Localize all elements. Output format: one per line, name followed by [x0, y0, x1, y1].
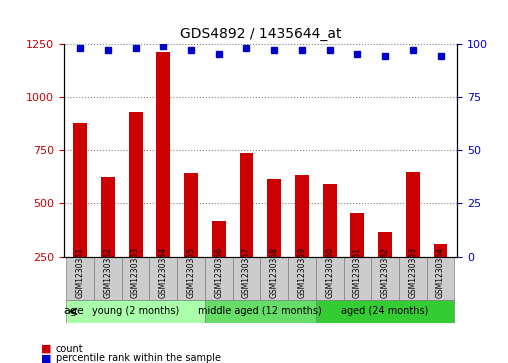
FancyBboxPatch shape	[316, 300, 455, 323]
Text: GSM1230359: GSM1230359	[298, 247, 306, 298]
Bar	[212, 221, 226, 310]
Text: GSM1230356: GSM1230356	[214, 247, 223, 298]
Bar	[184, 174, 198, 310]
Text: young (2 months): young (2 months)	[92, 306, 179, 317]
Bar	[129, 112, 143, 310]
FancyBboxPatch shape	[177, 257, 205, 300]
Bar	[73, 123, 87, 310]
Text: GSM1230351: GSM1230351	[76, 248, 85, 298]
Text: middle aged (12 months): middle aged (12 months)	[199, 306, 322, 317]
FancyBboxPatch shape	[371, 257, 399, 300]
Text: GSM1230354: GSM1230354	[159, 247, 168, 298]
FancyBboxPatch shape	[205, 257, 233, 300]
Bar	[406, 172, 420, 310]
FancyBboxPatch shape	[149, 257, 177, 300]
Text: GSM1230362: GSM1230362	[380, 248, 390, 298]
Text: count: count	[56, 344, 83, 354]
FancyBboxPatch shape	[427, 257, 455, 300]
Text: GSM1230352: GSM1230352	[103, 248, 112, 298]
FancyBboxPatch shape	[399, 257, 427, 300]
FancyBboxPatch shape	[66, 300, 205, 323]
Text: GSM1230357: GSM1230357	[242, 247, 251, 298]
FancyBboxPatch shape	[288, 257, 316, 300]
Text: GSM1230358: GSM1230358	[270, 248, 279, 298]
Text: aged (24 months): aged (24 months)	[341, 306, 429, 317]
FancyBboxPatch shape	[122, 257, 149, 300]
Bar	[101, 177, 115, 310]
Text: age: age	[64, 306, 84, 317]
FancyBboxPatch shape	[205, 300, 316, 323]
Bar	[378, 232, 392, 310]
Bar	[323, 184, 337, 310]
FancyBboxPatch shape	[94, 257, 122, 300]
Text: GSM1230364: GSM1230364	[436, 247, 445, 298]
Text: percentile rank within the sample: percentile rank within the sample	[56, 353, 221, 363]
FancyBboxPatch shape	[316, 257, 343, 300]
Bar	[434, 244, 448, 310]
Text: GSM1230360: GSM1230360	[325, 247, 334, 298]
Text: GSM1230355: GSM1230355	[186, 247, 196, 298]
Bar	[156, 52, 170, 310]
Bar	[240, 153, 253, 310]
FancyBboxPatch shape	[343, 257, 371, 300]
Text: ■: ■	[41, 353, 51, 363]
Bar	[267, 179, 281, 310]
FancyBboxPatch shape	[66, 257, 94, 300]
Text: ■: ■	[41, 344, 51, 354]
FancyBboxPatch shape	[261, 257, 288, 300]
Bar	[351, 213, 364, 310]
Title: GDS4892 / 1435644_at: GDS4892 / 1435644_at	[180, 27, 341, 41]
FancyBboxPatch shape	[233, 257, 261, 300]
Text: GSM1230361: GSM1230361	[353, 248, 362, 298]
Bar	[295, 175, 309, 310]
Text: GSM1230353: GSM1230353	[131, 247, 140, 298]
Text: GSM1230363: GSM1230363	[408, 247, 418, 298]
